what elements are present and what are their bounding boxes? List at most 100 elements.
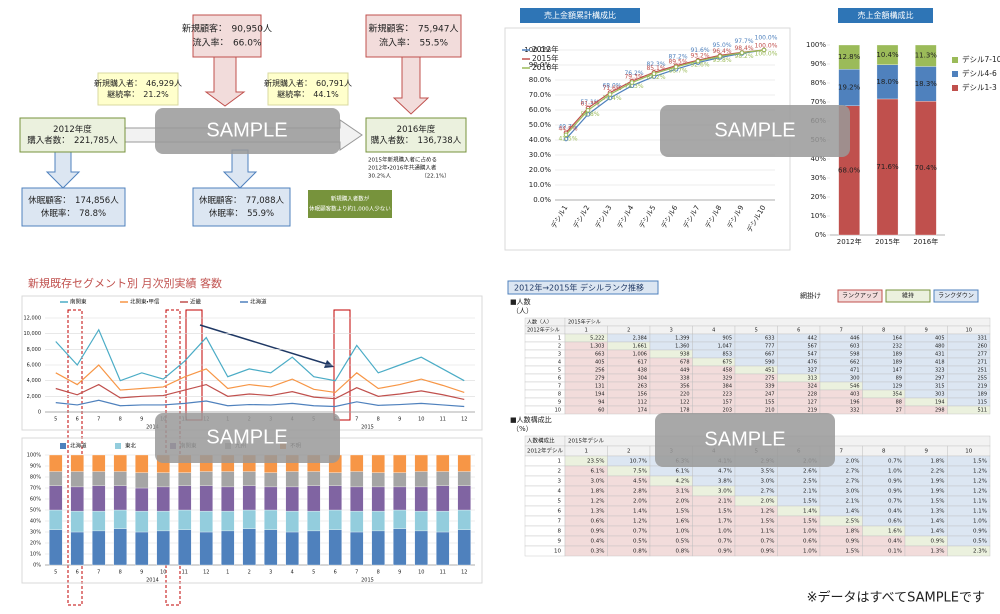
bar-segment [328,472,342,486]
year-label: 2014 [146,578,159,584]
point [761,47,767,53]
table-value: 4.7% [718,469,732,475]
x-tick-label: デシル10 [745,204,768,234]
table-value: 0.7% [633,529,647,535]
x-tick-label: 5 [54,570,57,576]
table-value: 228 [807,392,817,398]
table-value: 131 [595,384,605,390]
table-value: 603 [850,344,860,350]
table-row-label: 8 [558,392,561,398]
table-value: 89 [896,376,902,382]
table-value: 418 [935,360,945,366]
flow-box [192,187,291,227]
table-row-label: 3 [558,479,562,485]
callout-box [308,190,392,218]
bar-segment [285,531,299,566]
bar-segment [70,486,84,512]
bar-segment [92,485,106,512]
table-row-label: 1 [558,336,561,342]
table-value: 438 [637,368,647,374]
data-label: 85.1% [646,65,665,72]
chart-title: 新規既存セグメント別 月次別実績 客数 [28,276,222,290]
table-value: 0.7% [718,539,732,545]
table-value: 1.7% [718,519,732,525]
arrow-down-pink [204,56,246,107]
y-tick-label: 100% [806,41,826,49]
table-value: 1.2% [973,479,987,485]
bar-segment [92,510,106,532]
watermark-box [655,413,835,467]
bar-segment [264,529,278,566]
bar-segment [199,531,213,566]
table-value: 194 [935,400,945,406]
table-cell [947,545,991,557]
bar-segment [221,471,235,488]
bar-segment [350,454,364,472]
table-value: 298 [935,408,945,414]
x-tick-label: 4 [291,570,294,576]
bar-segment [156,486,170,512]
table-value: 0.6% [888,519,902,525]
x-tick-label: 8 [377,417,380,423]
table-value: 7.5% [633,469,647,475]
legend-label: デシル7-10 [962,54,1000,64]
y-tick-label: 100% [27,453,42,459]
table-value: 27 [896,408,902,414]
data-label: 84.2% [646,74,665,81]
x-tick-label: 9 [398,417,401,423]
table-value: 0.9% [973,529,987,535]
watermark: SAMPLE [704,428,785,450]
table-value: 4.2% [676,479,690,485]
rank-legend-box [885,289,931,303]
table-col-label: 3 [670,328,673,334]
table-value: 3.0% [761,479,775,485]
table-value: 0.5% [676,539,690,545]
flow-box [365,14,462,58]
y-tick-label: 20.0% [529,166,552,174]
legend-swatch [952,85,958,91]
bar-segment [113,471,127,486]
table-row-label: 10 [555,408,561,414]
table-value: 458 [722,368,732,374]
flow-text: 新規顧客： 90,950人 [182,23,272,35]
x-tick-label: 9 [140,417,143,423]
bar-segment [328,529,342,566]
bar-segment [350,471,364,488]
table-value: 1.5% [846,549,860,555]
bar-segment [178,485,192,511]
rank-title: 2012年→2015年 デシルランク推移 [514,283,644,293]
table-value: 2.0% [676,499,690,505]
bar-segment [70,471,84,488]
table-value: 1.8% [591,489,605,495]
bar-segment [135,472,149,489]
rank-legend-label: ランクダウン [938,292,974,300]
table-value: 0.7% [888,499,902,505]
table-value: 0.9% [888,479,902,485]
legend-label: 北海道 [70,442,87,450]
table-value: 1.4% [846,509,860,515]
bar-segment [70,454,84,472]
bar-segment [264,509,278,530]
x-tick-label: デシル7 [681,204,702,231]
y-tick-label: 20% [30,541,41,547]
y-tick-label: 50% [30,508,41,514]
bar-segment [328,485,342,511]
bar-segment [113,528,127,566]
data-label: 91.6% [690,47,709,54]
table-value: 1.2% [591,499,605,505]
bar-segment [371,472,385,488]
table-value: 0.6% [591,519,605,525]
data-label: 44.8% [558,125,577,132]
table-row-label: 2 [558,469,562,475]
table-col-label: 7 [840,449,844,455]
trend-arrow-head [324,360,334,368]
bar-segment [393,472,407,488]
data-label: 57.1% [580,99,599,106]
x-tick-label: デシル6 [659,203,680,230]
data-label: 11.3% [915,52,938,60]
bar-segment [371,530,385,566]
bar-segment [414,530,428,566]
table-value: 405 [595,360,605,366]
table-value: 1.5% [761,519,775,525]
data-label: 12.8% [838,53,861,61]
